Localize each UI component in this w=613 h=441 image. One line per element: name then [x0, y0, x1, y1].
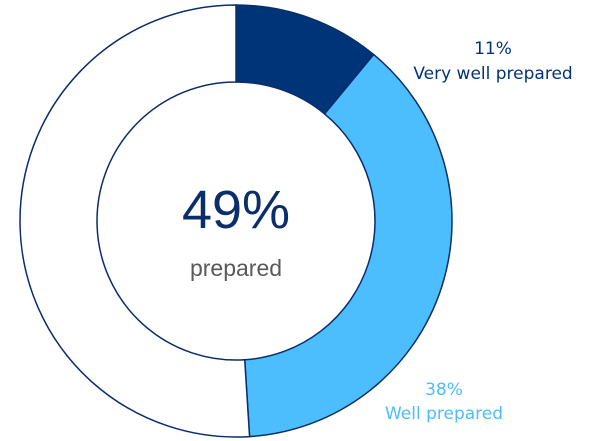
- callout-very-well-prepared-label: Very well prepared: [413, 64, 572, 84]
- slice-well-prepared: [243, 53, 453, 438]
- callout-well-prepared-percent: 38%: [425, 380, 463, 400]
- donut-ring: [19, 4, 453, 438]
- callout-very-well-prepared: 11% Very well prepared: [413, 39, 572, 84]
- slice-remainder: [19, 4, 251, 438]
- callout-very-well-prepared-percent: 11%: [474, 39, 512, 59]
- callout-well-prepared-label: Well prepared: [385, 404, 503, 424]
- center-total-label: prepared: [190, 255, 282, 281]
- center-total-value: 49%: [182, 180, 290, 240]
- callout-well-prepared: 38% Well prepared: [385, 380, 503, 424]
